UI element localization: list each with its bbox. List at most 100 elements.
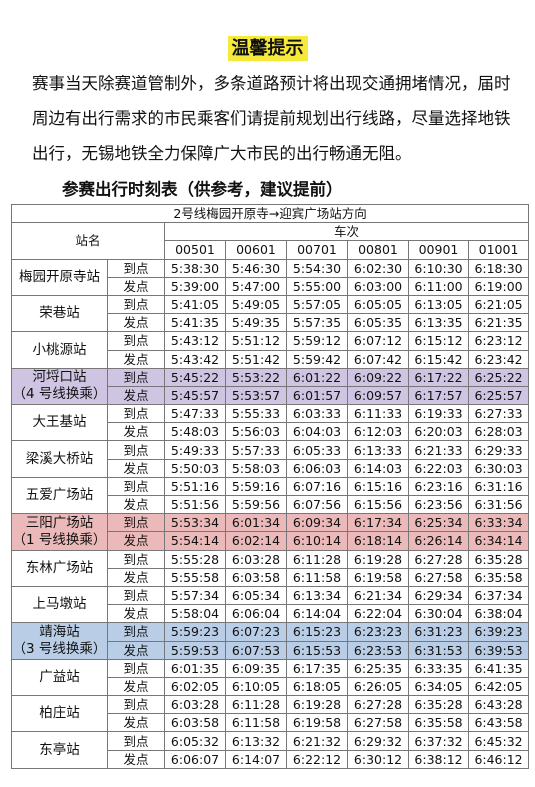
depart-time-cell: 5:51:42	[225, 349, 287, 369]
arrive-time-cell: 6:33:35	[408, 658, 469, 678]
arrive-time-cell: 6:19:33	[408, 404, 469, 424]
depart-time-cell: 6:06:07	[164, 749, 226, 769]
train-id-cell: 00701	[286, 240, 348, 260]
table-row: 东亭站 到点 6:05:32 6:13:32 6:21:32 6:29:32 6:37:32…	[11, 731, 530, 769]
arrive-time-cell: 6:27:28	[408, 549, 469, 569]
depart-time-cell: 5:39:00	[164, 276, 226, 296]
depart-time-cell: 6:13:35	[408, 313, 469, 333]
arrive-time-cell: 6:13:33	[347, 440, 409, 460]
arrive-time-cell: 6:27:33	[467, 404, 530, 424]
arrive-time-cell: 5:57:33	[225, 440, 287, 460]
arrive-time-cell: 5:49:05	[225, 294, 287, 315]
depart-time-cell: 6:11:58	[225, 713, 287, 733]
depart-time-cell: 6:10:14	[286, 531, 348, 551]
table-row: 发点 5:43:42 5:51:42 5:59:42 6:07:42 6:15:42 6:2…	[12, 349, 530, 369]
depart-time-cell: 6:23:42	[467, 349, 530, 369]
depart-time-cell: 6:01:57	[286, 385, 348, 406]
arrive-time-cell: 6:05:32	[164, 731, 226, 751]
arrive-label: 到点	[107, 658, 165, 678]
arrive-time-cell: 6:09:34	[286, 513, 348, 533]
depart-time-cell: 6:35:58	[467, 567, 530, 587]
table-row: 发点 5:54:14 6:02:14 6:10:14 6:18:14 6:26:14 6:3…	[12, 531, 530, 551]
station-transfer-note: （3 号线换乘）	[12, 641, 107, 657]
arrive-time-cell: 6:01:34	[225, 513, 287, 533]
depart-time-cell: 6:26:05	[347, 676, 409, 697]
depart-time-cell: 6:21:35	[467, 313, 530, 333]
table-row: 发点 5:39:00 5:47:00 5:55:00 6:03:00 6:11:00 6:1…	[12, 276, 530, 296]
station-name-text: 荣巷站	[39, 305, 80, 322]
station-name: 东亭站	[11, 731, 108, 769]
depart-label: 发点	[107, 604, 165, 624]
arrive-time-cell: 5:57:34	[164, 585, 226, 606]
arrive-label: 到点	[107, 513, 165, 533]
arrive-time-cell: 5:49:33	[164, 440, 226, 460]
station-name: 五爱广场站	[11, 476, 108, 515]
depart-time-cell: 6:15:53	[286, 640, 348, 660]
depart-time-cell: 6:35:58	[408, 713, 469, 733]
table-row: 梅园开原寺站 到点 5:38:30 5:46:30 5:54:30 6:02:30 6:10…	[11, 258, 530, 296]
station-transfer-note: （1 号线换乘）	[12, 531, 107, 548]
arrive-time-cell: 6:13:05	[408, 294, 469, 315]
notice-body: 赛事当天除赛道管制外，多条道路预计将出现交通拥堵情况，届时周边有出行需求的市民乘…	[32, 74, 511, 163]
arrive-label: 到点	[107, 367, 165, 387]
depart-time-cell: 5:45:57	[164, 385, 226, 406]
arrive-time-cell: 6:29:33	[467, 440, 530, 460]
depart-label: 发点	[107, 349, 165, 369]
train-id-cell: 01001	[467, 240, 530, 260]
depart-time-cell: 6:10:05	[225, 676, 287, 697]
arrive-time-cell: 6:10:30	[408, 258, 469, 278]
arrive-label: 到点	[107, 585, 165, 606]
arrive-time-cell: 5:45:22	[164, 367, 226, 387]
depart-time-cell: 6:22:12	[286, 749, 348, 769]
arrive-time-cell: 6:37:32	[408, 731, 469, 751]
arrive-time-cell: 6:05:33	[286, 440, 348, 460]
table-row: 广益站 到点 6:01:35 6:09:35 6:17:35 6:25:35 6:33:35…	[11, 658, 530, 697]
arrive-label: 到点	[107, 549, 165, 569]
arrive-time-cell: 6:05:34	[225, 585, 287, 606]
arrive-time-cell: 6:35:28	[467, 549, 530, 569]
table-row: 发点 6:02:05 6:10:05 6:18:05 6:26:05 6:34:05 6:4…	[12, 676, 530, 697]
arrive-time-cell: 5:55:28	[164, 549, 226, 569]
depart-time-cell: 6:20:03	[408, 422, 469, 442]
arrive-time-cell: 6:15:23	[286, 622, 348, 642]
arrive-time-cell: 6:39:23	[467, 622, 530, 642]
arrive-time-cell: 6:05:05	[347, 294, 409, 315]
depart-time-cell: 6:19:00	[467, 276, 530, 296]
depart-time-cell: 6:27:58	[408, 567, 469, 587]
arrive-time-cell: 5:59:23	[164, 622, 226, 642]
station-name: 三阳广场站 （1 号线换乘）	[11, 513, 108, 551]
arrive-time-cell: 5:53:34	[164, 513, 226, 533]
depart-time-cell: 6:17:57	[408, 385, 469, 406]
arrive-time-cell: 6:25:35	[347, 658, 409, 678]
depart-time-cell: 6:39:53	[467, 640, 530, 660]
arrive-time-cell: 6:01:22	[286, 367, 348, 387]
depart-label: 发点	[107, 385, 165, 406]
arrive-time-cell: 6:23:12	[467, 331, 530, 351]
arrive-label: 到点	[107, 331, 165, 351]
depart-time-cell: 6:31:56	[467, 494, 530, 515]
arrive-time-cell: 6:33:34	[467, 513, 530, 533]
arrive-time-cell: 6:11:28	[225, 695, 287, 715]
depart-time-cell: 6:42:05	[467, 676, 530, 697]
arrive-time-cell: 6:45:32	[467, 731, 530, 751]
train-id-row: 00501 00601 00701 00801 00901 01001	[12, 240, 530, 260]
table-row: 发点 5:59:53 6:07:53 6:15:53 6:23:53 6:31:53 6:3…	[12, 640, 530, 660]
table-row: 发点 5:48:03 5:56:03 6:04:03 6:12:03 6:20:03 6:2…	[12, 422, 530, 442]
table-title: 参赛出行时刻表（供参考，建议提前）	[62, 180, 343, 199]
arrive-time-cell: 5:47:33	[164, 404, 226, 424]
arrive-label: 到点	[107, 476, 165, 497]
depart-time-cell: 6:22:03	[408, 458, 469, 478]
depart-time-cell: 6:22:04	[347, 604, 409, 624]
depart-time-cell: 6:14:07	[225, 749, 287, 769]
arrive-time-cell: 6:21:34	[347, 585, 409, 606]
station-name: 靖海站 （3 号线换乘）	[11, 622, 108, 660]
arrive-time-cell: 5:51:12	[225, 331, 287, 351]
table-row: 五爱广场站 到点 5:51:16 5:59:16 6:07:16 6:15:16 6:23:…	[11, 476, 530, 515]
arrive-time-cell: 6:29:32	[347, 731, 409, 751]
arrive-time-cell: 6:01:35	[164, 658, 226, 678]
depart-time-cell: 5:56:03	[225, 422, 287, 442]
arrive-time-cell: 6:15:12	[408, 331, 469, 351]
station-name-text: 五爱广场站	[25, 487, 94, 503]
train-id-cell: 00501	[164, 240, 226, 260]
depart-time-cell: 6:46:12	[467, 749, 530, 769]
